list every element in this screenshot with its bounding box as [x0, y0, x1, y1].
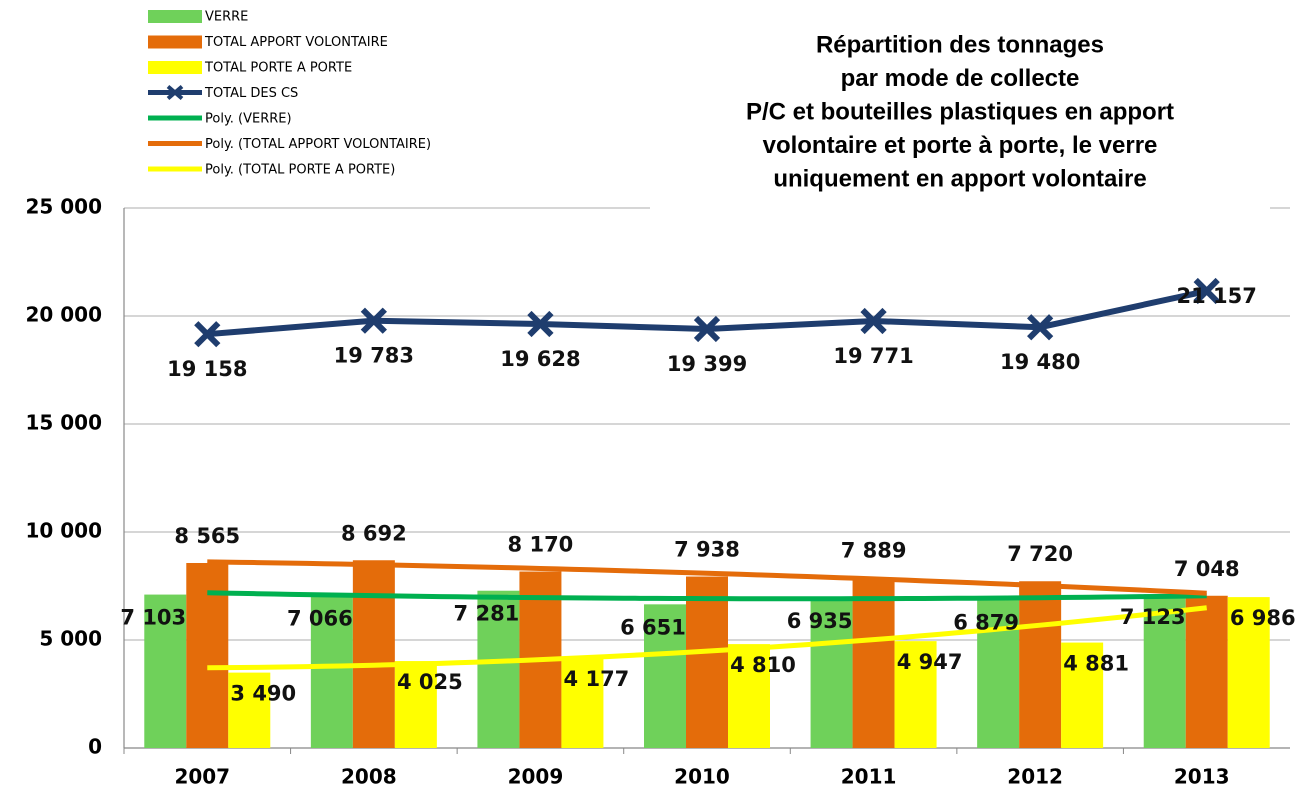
trendline: [207, 605, 1207, 671]
value-label: 7 281: [454, 602, 520, 626]
value-label: 7 938: [674, 538, 740, 562]
legend-label: TOTAL DES CS: [204, 86, 298, 101]
chart-title: volontaire et porte à porte, le verre: [763, 132, 1158, 159]
bar: [1143, 594, 1186, 748]
value-label: 7 720: [1007, 542, 1073, 566]
y-tick-label: 15 000: [25, 411, 102, 435]
bar: [1185, 595, 1228, 748]
value-label: 7 048: [1174, 557, 1240, 581]
value-label: 7 123: [1120, 605, 1186, 629]
legend-swatch: [148, 35, 202, 49]
value-label: 19 783: [334, 344, 414, 368]
y-tick-label: 5 000: [39, 627, 102, 651]
marker: [1027, 314, 1054, 341]
bar: [810, 598, 853, 748]
value-label: 21 157: [1177, 284, 1257, 308]
value-label: 4 025: [397, 670, 463, 694]
value-label: 3 490: [230, 682, 296, 706]
value-label: 8 565: [174, 524, 240, 548]
chart-title: par mode de collecte: [841, 65, 1080, 92]
value-label: 6 986: [1230, 606, 1296, 630]
title-background: [650, 25, 1270, 210]
value-label: 4 881: [1063, 652, 1129, 676]
bar: [352, 560, 395, 748]
y-tick-label: 25 000: [25, 195, 102, 219]
value-label: 6 935: [787, 609, 853, 633]
value-label: 7 889: [841, 539, 907, 563]
legend-label: VERRE: [205, 10, 248, 25]
marker: [693, 315, 721, 343]
x-tick-label: 2013: [1174, 765, 1230, 789]
value-label: 6 879: [953, 610, 1019, 634]
value-label: 19 771: [833, 344, 913, 368]
value-label: 8 692: [341, 521, 407, 545]
value-label: 4 947: [897, 650, 963, 674]
legend-label: Poly. (TOTAL APPORT VOLONTAIRE): [205, 137, 431, 152]
legend-label: Poly. (VERRE): [205, 112, 292, 127]
value-label: 19 158: [167, 357, 247, 381]
y-tick-label: 0: [88, 735, 102, 759]
bar: [144, 594, 187, 748]
value-label: 8 170: [508, 533, 574, 557]
chart-title: Répartition des tonnages: [816, 31, 1104, 58]
trendline: [207, 559, 1207, 596]
bar: [644, 604, 686, 748]
bar: [852, 577, 895, 748]
bar: [1061, 642, 1104, 748]
bar: [310, 595, 353, 748]
x-tick-label: 2011: [841, 765, 897, 789]
value-label: 7 066: [287, 606, 353, 630]
chart-title: P/C et bouteilles plastiques en apport: [746, 98, 1174, 125]
legend-label: Poly. (TOTAL PORTE A PORTE): [205, 163, 395, 178]
bar: [477, 590, 520, 748]
x-tick-label: 2008: [341, 765, 397, 789]
marker: [194, 321, 221, 348]
bar: [1019, 581, 1062, 748]
value-label: 4 810: [730, 653, 796, 677]
x-tick-label: 2010: [674, 765, 730, 789]
chart-title: uniquement en apport volontaire: [773, 165, 1146, 192]
y-tick-label: 20 000: [25, 303, 102, 327]
bar: [228, 672, 271, 748]
x-tick-label: 2007: [174, 765, 230, 789]
value-label: 6 651: [620, 615, 686, 639]
marker: [860, 307, 887, 335]
value-label: 7 103: [120, 606, 186, 630]
bar: [728, 644, 770, 748]
bar: [894, 641, 937, 748]
value-label: 4 177: [564, 667, 630, 691]
bar: [977, 599, 1020, 748]
bar: [1227, 597, 1270, 748]
trendline: [207, 590, 1207, 602]
legend-marker: [166, 84, 184, 101]
bar: [394, 661, 437, 748]
marker: [360, 307, 387, 334]
legend-label: TOTAL APPORT VOLONTAIRE: [204, 35, 388, 50]
x-tick-label: 2009: [508, 765, 564, 789]
legend-swatch: [148, 61, 202, 74]
legend-swatch: [148, 10, 202, 23]
legend-label: TOTAL PORTE A PORTE: [204, 61, 352, 76]
bar: [561, 657, 604, 748]
marker: [527, 310, 554, 338]
x-tick-label: 2012: [1007, 765, 1063, 789]
y-tick-label: 10 000: [25, 519, 102, 543]
value-label: 19 399: [667, 352, 747, 376]
bar: [686, 576, 728, 748]
value-label: 19 480: [1000, 350, 1080, 374]
value-label: 19 628: [500, 347, 580, 371]
marker: [1193, 277, 1220, 305]
